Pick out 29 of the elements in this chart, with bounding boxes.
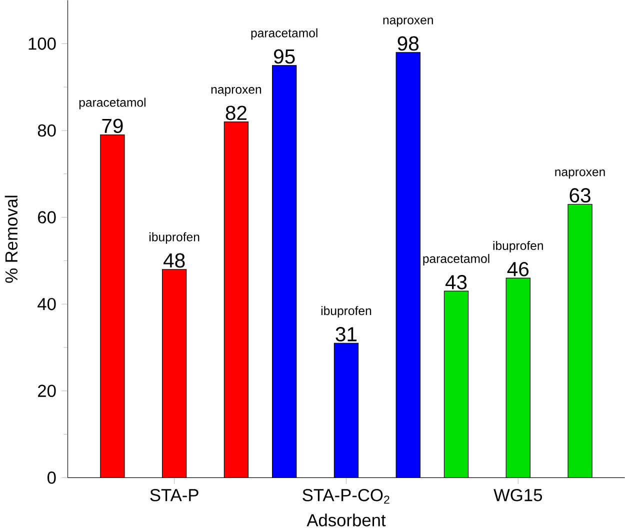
y-tick-label: 60: [38, 211, 56, 224]
text: naproxen: [383, 17, 433, 27]
data-label: 63: [570, 188, 590, 202]
data-label: 31: [336, 326, 357, 342]
text: naproxen: [555, 169, 605, 179]
text: paracetamol: [251, 28, 318, 40]
y-tick-label: 40: [38, 298, 56, 310]
x-tick-label: STA-P: [150, 488, 198, 502]
text: paracetamol: [79, 98, 146, 110]
x-tick-label: WG15: [494, 488, 542, 502]
y-axis-title: % Removal: [4, 196, 18, 283]
y-tick-label: 80: [38, 124, 56, 137]
data-label: 98: [398, 36, 419, 51]
data-label: 48: [164, 253, 185, 268]
x-tick-label: STA-P-CO$_{2}$: [302, 488, 390, 504]
y-tick-label: 100: [28, 37, 56, 50]
text: paracetamol: [423, 254, 490, 266]
y-tick-label: 20: [38, 384, 56, 397]
text: ibuprofen: [150, 232, 200, 244]
text: ibuprofen: [321, 306, 372, 318]
data-label: 82: [226, 106, 246, 120]
text: naproxen: [211, 86, 262, 96]
data-label: 95: [274, 49, 295, 64]
data-label: 43: [445, 274, 467, 290]
text: ibuprofen: [493, 240, 543, 252]
data-label: 79: [102, 118, 123, 133]
y-tick-label: 0: [47, 471, 56, 484]
x-axis-title: Adsorbent: [306, 514, 386, 526]
data-label: 46: [507, 262, 528, 276]
